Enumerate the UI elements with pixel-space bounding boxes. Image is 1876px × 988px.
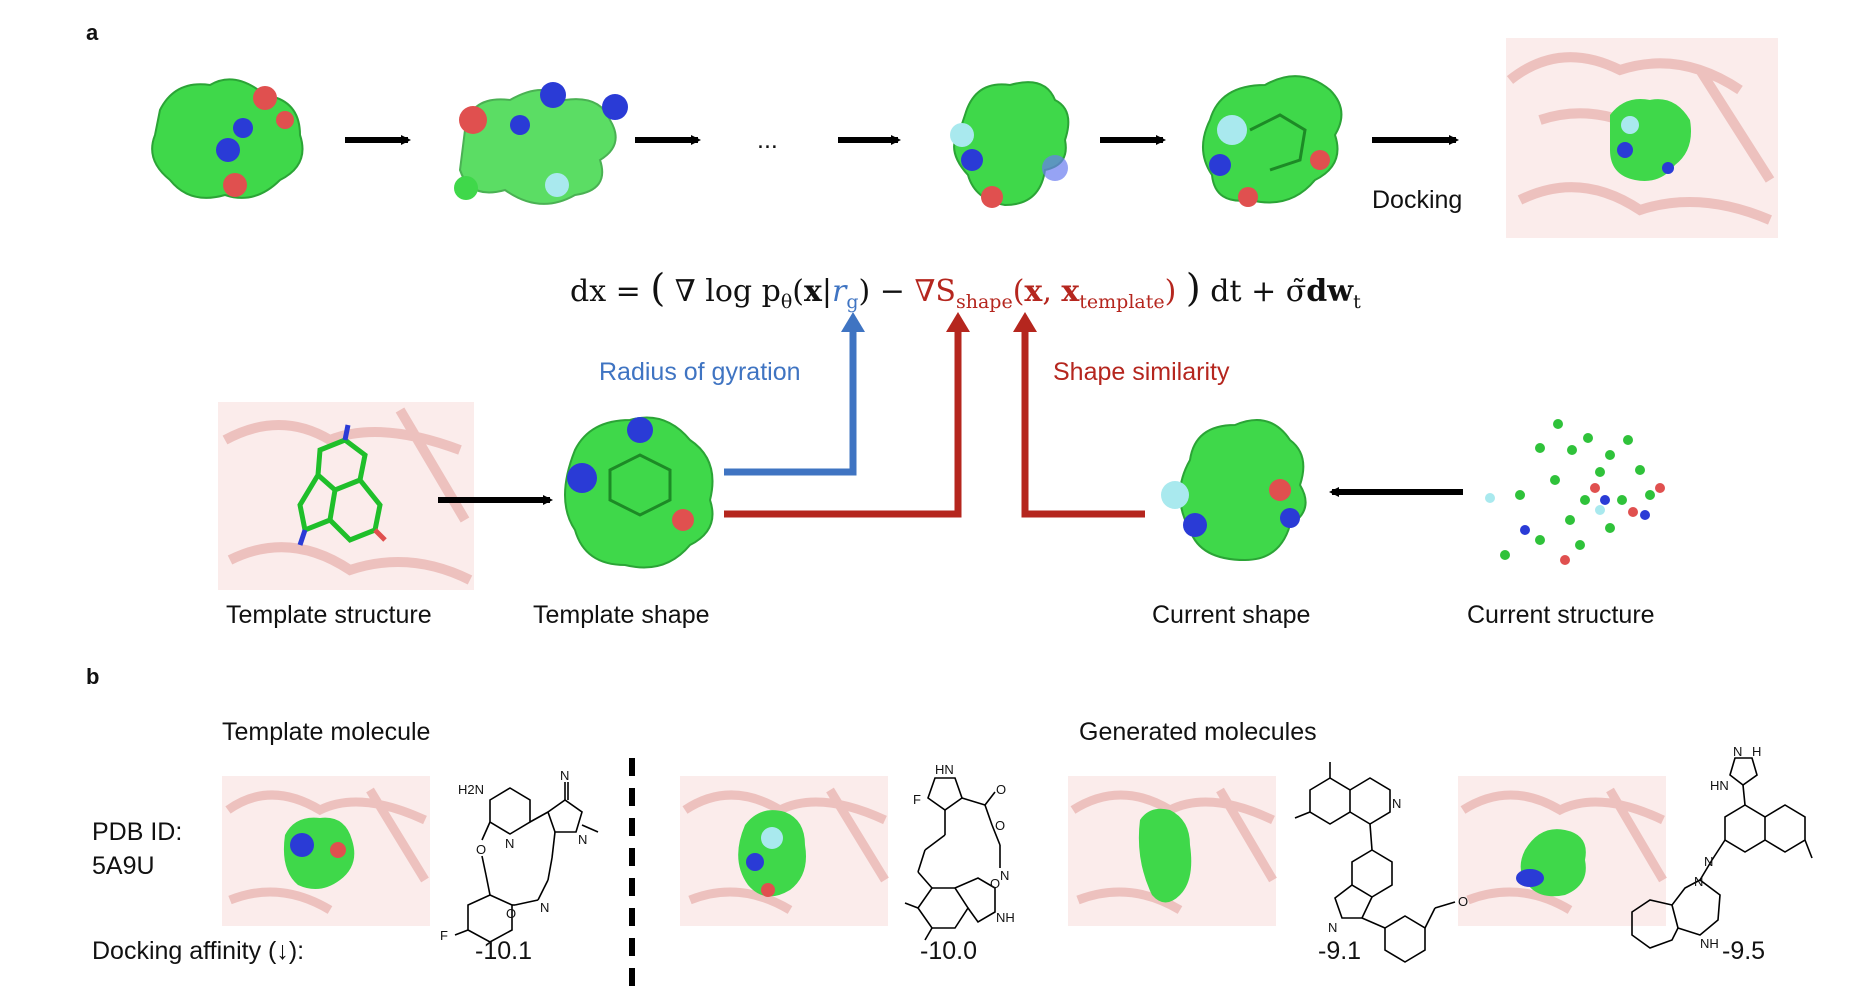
- affinity-generated-2: -9.1: [1318, 937, 1362, 965]
- generated-1-2d-structure: [904, 777, 1001, 941]
- generated-3-docked-image: [1458, 776, 1667, 926]
- current-structure-points: [1485, 419, 1665, 565]
- chem-label-cn: N: [560, 768, 570, 783]
- generated-2-2d-structure: [1294, 762, 1456, 963]
- chem-label-n2: N: [578, 832, 588, 847]
- generated-1-docked-image: [680, 776, 889, 926]
- gen3-label-n: N: [1704, 854, 1714, 869]
- gen2-label-n: N: [1392, 796, 1402, 811]
- template-shape-label: Template shape: [533, 601, 710, 629]
- eq-paren-open: (: [792, 274, 804, 309]
- eq-dt: dt: [1210, 274, 1242, 309]
- radius-of-gyration-label: Radius of gyration: [599, 358, 801, 386]
- panel-a-letter: a: [86, 20, 99, 45]
- eq-close-paren: ): [1185, 266, 1201, 310]
- affinity-template: -10.1: [475, 937, 532, 965]
- template-structure-label: Template structure: [226, 601, 432, 629]
- template-docked-image: [222, 776, 430, 926]
- gen1-label-nh: NH: [996, 910, 1015, 925]
- generated-molecules-heading: Generated molecules: [1079, 718, 1317, 746]
- eq-plus: +: [1251, 274, 1277, 309]
- gen2-label-o: O: [1458, 894, 1469, 909]
- template-2d-structure: [454, 782, 599, 943]
- chem-label-f: F: [440, 928, 448, 943]
- eq-x: x: [804, 274, 822, 309]
- gen3-label-nh2: NH: [1700, 936, 1719, 951]
- eq-equals: =: [615, 274, 641, 309]
- template-structure-image: [218, 402, 474, 590]
- chem-label-n3: N: [540, 900, 550, 915]
- generated-3-2d-structure: [1631, 757, 1813, 949]
- eq-dw: dwt: [1306, 274, 1361, 313]
- eq-open-paren: (: [650, 266, 666, 310]
- eq-theta: θ: [780, 291, 793, 313]
- chem-label-h2n: H2N: [458, 782, 485, 797]
- template-molecule-heading: Template molecule: [222, 718, 431, 746]
- molecule-shape-step-n-1: [950, 81, 1070, 208]
- chem-label-o: O: [476, 842, 487, 857]
- gen2-label-n2: N: [1328, 920, 1338, 935]
- gen3-label-n2: N: [1694, 874, 1704, 889]
- docking-label: Docking: [1372, 186, 1463, 214]
- gen1-label-o3: O: [990, 876, 1001, 891]
- eq-rg: rg: [832, 274, 859, 313]
- affinity-generated-1: -10.0: [920, 937, 977, 965]
- eq-bar: |: [821, 274, 832, 309]
- gen3-label-h: H: [1752, 744, 1762, 759]
- gen3-label-nh: N: [1733, 744, 1743, 759]
- template-shape-image: [564, 416, 714, 569]
- eq-minus: −: [879, 274, 905, 309]
- current-shape-image: [1161, 419, 1307, 562]
- current-structure-label: Current structure: [1467, 601, 1655, 629]
- pdb-id-label: PDB ID:: [92, 818, 183, 846]
- chem-label-o2: O: [506, 906, 517, 921]
- sde-equation: dx = ( ∇ log pθ(x|rg) − ∇Sshape(x, xtemp…: [570, 266, 1361, 313]
- gen1-label-n: N: [1000, 868, 1010, 883]
- molecule-shape-step-2: [454, 82, 628, 205]
- current-shape-label: Current shape: [1152, 601, 1311, 629]
- docked-pose-image: [1506, 38, 1778, 238]
- pdb-id-value: 5A9U: [92, 852, 155, 880]
- ellipsis: ...: [757, 126, 778, 154]
- gen1-label-o2: O: [995, 818, 1006, 833]
- gen1-label-o: O: [996, 782, 1007, 797]
- shape-similarity-label: Shape similarity: [1053, 358, 1230, 386]
- panel-b-letter: b: [86, 664, 100, 689]
- generated-2-docked-image: [1068, 776, 1277, 926]
- affinity-generated-3: -9.5: [1722, 937, 1766, 965]
- docking-affinity-label: Docking affinity (↓):: [92, 937, 305, 965]
- eq-grad-shape: ∇Sshape(x, xtemplate): [914, 274, 1177, 313]
- eq-lhs: dx: [570, 274, 607, 309]
- eq-sigma: σ̃: [1285, 274, 1307, 309]
- molecule-shape-step-1: [151, 78, 304, 199]
- chem-label-n: N: [505, 836, 515, 851]
- gen1-label-hn: HN: [935, 762, 954, 777]
- molecule-shape-step-n: [1202, 75, 1343, 207]
- gen1-label-f: F: [913, 792, 921, 807]
- eq-paren-close: ): [858, 274, 871, 309]
- gen3-label-hn: HN: [1710, 778, 1729, 793]
- eq-grad-log: ∇ log p: [674, 274, 781, 309]
